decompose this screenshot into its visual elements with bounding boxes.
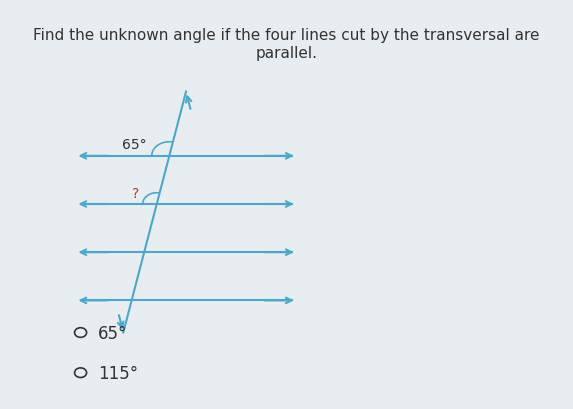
Text: 65°: 65° [98,324,128,342]
Text: ?: ? [132,187,139,200]
Text: 115°: 115° [98,364,138,382]
Text: Find the unknown angle if the four lines cut by the transversal are parallel.: Find the unknown angle if the four lines… [33,28,540,61]
Text: 65°: 65° [122,138,147,152]
